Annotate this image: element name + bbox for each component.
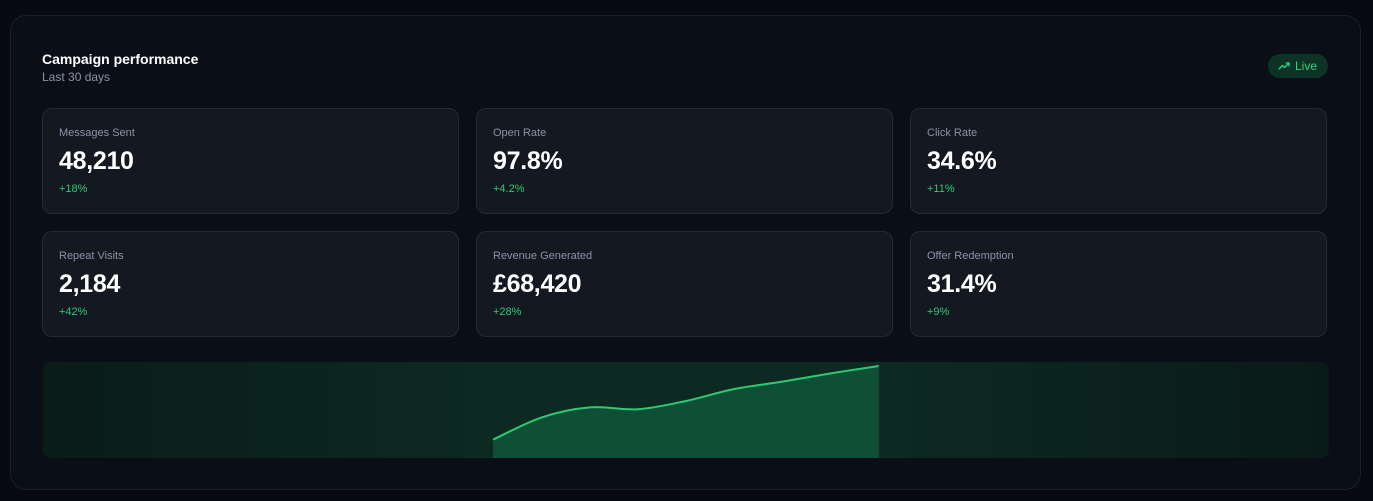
metric-card-click-rate: Click Rate 34.6% +11%	[910, 108, 1327, 214]
metric-value: 31.4%	[927, 270, 997, 298]
metric-card-repeat-visits: Repeat Visits 2,184 +42%	[42, 231, 459, 337]
live-badge-label: Live	[1294, 59, 1317, 73]
metric-value: 97.8%	[493, 147, 563, 175]
panel-subtitle: Last 30 days	[42, 70, 111, 84]
metric-card-offer-redemption: Offer Redemption 31.4% +9%	[910, 231, 1327, 337]
metric-delta: +11%	[927, 183, 955, 195]
metric-value: £68,420	[493, 270, 582, 298]
metric-label: Messages Sent	[59, 127, 135, 139]
metric-label: Open Rate	[493, 127, 547, 139]
trending-up-icon	[1278, 60, 1290, 72]
trend-area-fill	[493, 366, 879, 458]
metric-value: 2,184	[59, 270, 121, 298]
metric-card-messages-sent: Messages Sent 48,210 +18%	[42, 108, 459, 214]
metric-delta: +9%	[927, 306, 950, 318]
metric-delta: +18%	[59, 183, 88, 195]
metric-delta: +4.2%	[493, 183, 525, 195]
metric-value: 34.6%	[927, 147, 997, 175]
metric-value: 48,210	[59, 147, 134, 175]
trend-line	[492, 365, 880, 441]
trend-chart-svg	[492, 365, 880, 458]
metric-label: Offer Redemption	[927, 250, 1014, 262]
metric-delta: +28%	[493, 306, 522, 318]
metric-label: Repeat Visits	[59, 250, 124, 262]
metric-card-open-rate: Open Rate 97.8% +4.2%	[476, 108, 893, 214]
trend-chart	[43, 362, 1329, 458]
metric-card-revenue-generated: Revenue Generated £68,420 +28%	[476, 231, 893, 337]
metric-label: Click Rate	[927, 127, 978, 139]
metric-label: Revenue Generated	[493, 250, 593, 262]
panel-title: Campaign performance	[42, 51, 199, 67]
campaign-performance-panel: Campaign performance Last 30 days Live M…	[10, 15, 1361, 490]
metric-delta: +42%	[59, 306, 88, 318]
live-badge[interactable]: Live	[1267, 54, 1328, 78]
